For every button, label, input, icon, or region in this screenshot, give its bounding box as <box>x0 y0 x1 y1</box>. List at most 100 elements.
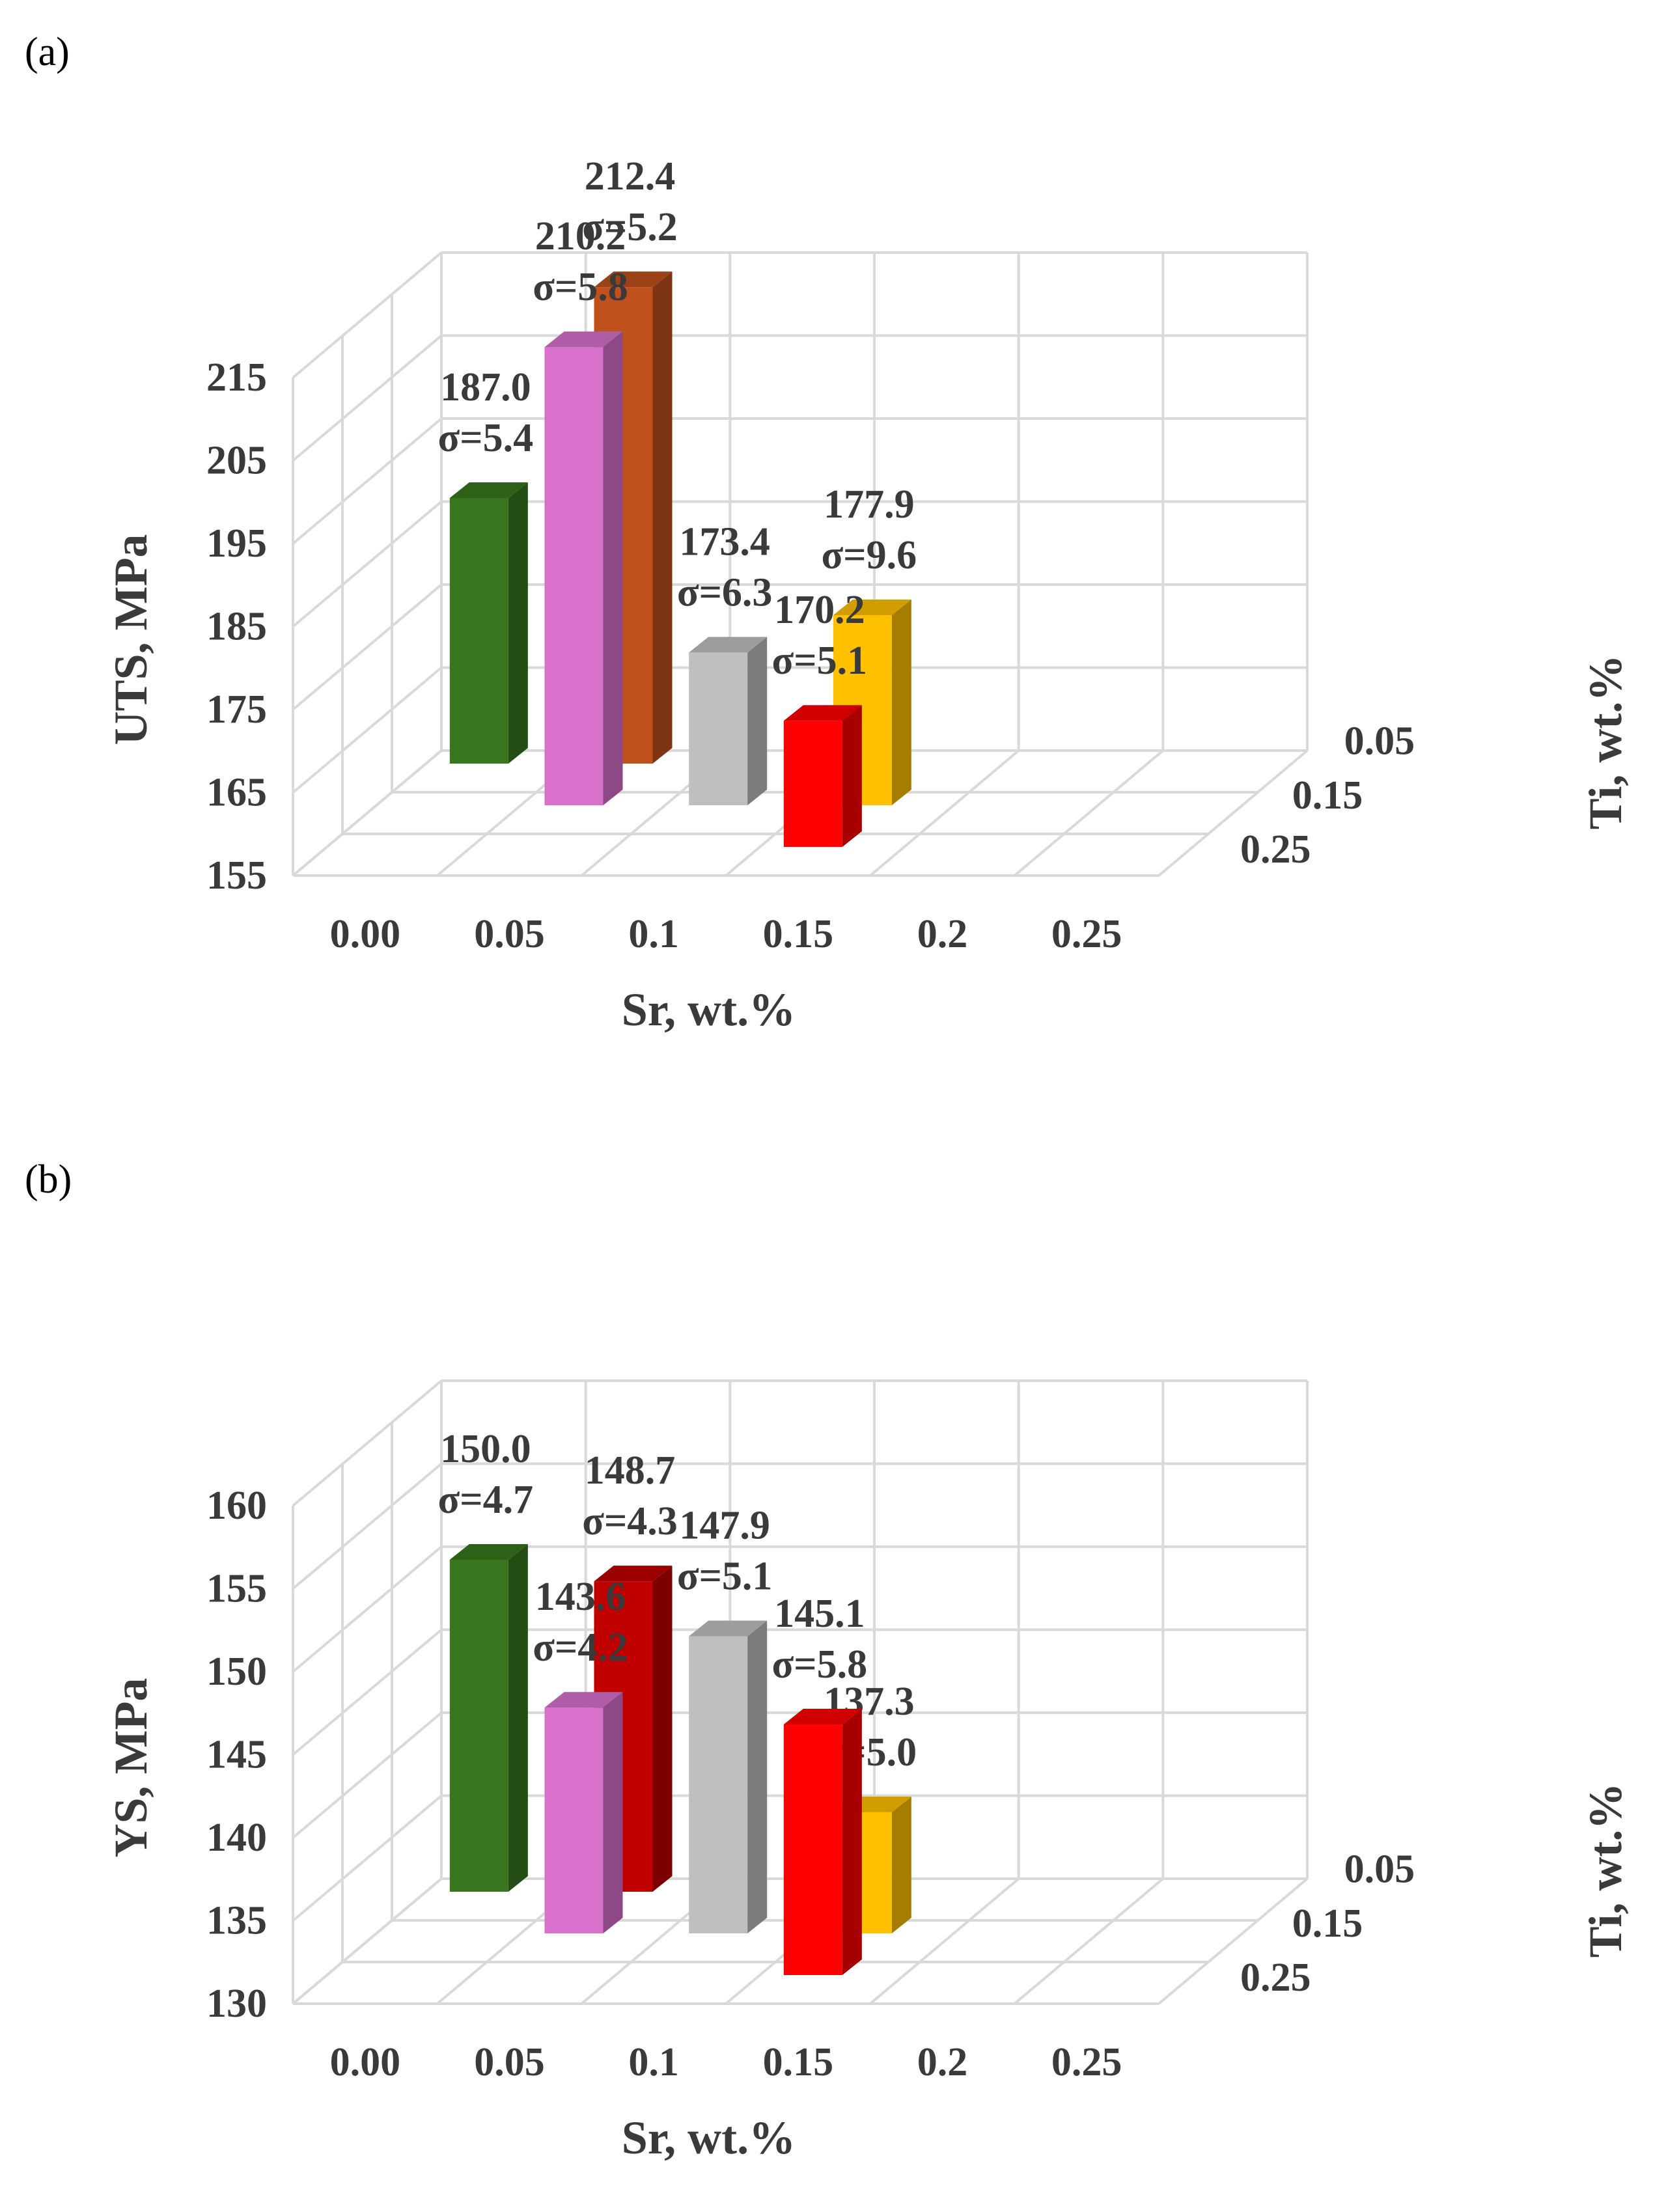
bar-sigma-label: σ=5.8 <box>772 1642 868 1687</box>
bar-front <box>689 1636 748 1933</box>
z-axis-title: Ti, wt.% <box>1579 655 1631 830</box>
y-tick-label: 175 <box>206 687 267 732</box>
bar-side <box>891 600 911 805</box>
x-tick-label: 0.2 <box>917 912 968 956</box>
gridline <box>292 1794 443 1922</box>
bar-top <box>544 331 623 348</box>
bar-side <box>747 1620 768 1933</box>
bar-side <box>508 1544 528 1892</box>
bar-front <box>689 652 748 805</box>
gridline <box>292 1711 443 1839</box>
bar-side <box>842 1708 862 1975</box>
bar-sigma-label: σ=9.6 <box>822 533 917 577</box>
bar-top <box>783 705 862 721</box>
panel-label: (a) <box>25 30 70 74</box>
bar-top <box>783 1708 862 1724</box>
bar <box>449 1544 528 1892</box>
x-tick-label: 0.05 <box>474 2040 545 2084</box>
gridline <box>869 1877 1020 2005</box>
gridline <box>292 1628 443 1756</box>
x-tick-label: 0.1 <box>628 912 679 956</box>
bar-sigma-label: σ=5.8 <box>533 265 628 309</box>
gridline <box>292 1379 443 1507</box>
x-tick-label: 0.00 <box>330 2040 401 2084</box>
bar-top <box>689 1620 768 1637</box>
bar-front <box>449 498 508 764</box>
z-tick-label: 0.05 <box>1344 1847 1415 1892</box>
bar-value-label: 147.9 <box>679 1504 770 1548</box>
bar-side <box>652 271 673 764</box>
bar-value-label: 150.0 <box>440 1427 531 1471</box>
bar-value-label: 148.7 <box>585 1448 676 1493</box>
bar-front <box>544 1707 604 1933</box>
y-tick-label: 155 <box>206 853 267 898</box>
y-axis-title: UTS, MPa <box>105 534 157 745</box>
y-tick-label: 140 <box>206 1816 267 1860</box>
bar-top <box>449 1544 528 1560</box>
bar-top <box>449 482 528 498</box>
gridline <box>292 666 443 794</box>
gridline <box>292 1877 443 2005</box>
z-axis-title: Ti, wt.% <box>1579 1783 1631 1958</box>
gridline <box>1014 749 1164 877</box>
z-tick-label: 0.25 <box>1240 1956 1311 2000</box>
z-tick-label: 0.25 <box>1240 827 1311 872</box>
bar-sigma-label: σ=4.3 <box>582 1499 678 1543</box>
y-tick-label: 195 <box>206 521 267 566</box>
bar <box>449 482 528 764</box>
bar-front <box>783 721 842 847</box>
y-tick-label: 150 <box>206 1650 267 1694</box>
y-tick-label: 205 <box>206 439 267 483</box>
bar-value-label: 170.2 <box>774 588 865 632</box>
gridline <box>292 749 443 877</box>
y-tick-label: 135 <box>206 1899 267 1943</box>
gridline <box>1014 1877 1164 2005</box>
panel-b: (b) 130 135 140 145 150 155 160 0.00 0.05 0.1 0.15… <box>25 1157 1631 2164</box>
x-tick-label: 0.05 <box>474 912 545 956</box>
bar-sigma-label: σ=4.7 <box>438 1478 534 1522</box>
bar-front <box>544 347 604 805</box>
y-tick-label: 215 <box>206 355 267 400</box>
bar-top <box>689 637 768 653</box>
bar <box>783 1708 862 1975</box>
bar-side <box>652 1566 673 1892</box>
bar-side <box>747 637 768 805</box>
bar-value-label: 210.2 <box>535 214 626 258</box>
bar-side <box>508 482 528 764</box>
bar-side <box>603 331 623 805</box>
y-tick-label: 165 <box>206 771 267 815</box>
y-tick-label: 155 <box>206 1567 267 1611</box>
z-tick-label: 0.15 <box>1292 773 1363 818</box>
y-tick-label: 185 <box>206 605 267 649</box>
z-tick-label: 0.05 <box>1344 719 1415 764</box>
x-tick-label: 0.00 <box>330 912 401 956</box>
bar-sigma-label: σ=5.4 <box>438 416 534 460</box>
bar <box>833 600 911 805</box>
y-axis-title: YS, MPa <box>105 1678 157 1858</box>
y-tick-label: 160 <box>206 1484 267 1528</box>
bar <box>783 705 862 847</box>
bar-side <box>603 1692 623 1933</box>
x-axis-title: Sr, wt.% <box>622 984 796 1036</box>
x-tick-label: 0.15 <box>763 912 834 956</box>
gridline <box>869 749 1020 877</box>
x-tick-label: 0.25 <box>1051 912 1122 956</box>
bar-sigma-label: σ=5.1 <box>772 639 868 683</box>
bar-sigma-label: σ=5.1 <box>677 1555 773 1599</box>
bar-value-label: 187.0 <box>440 365 531 409</box>
bar-value-label: 212.4 <box>585 154 676 199</box>
z-tick-label: 0.15 <box>1292 1901 1363 1946</box>
x-tick-label: 0.1 <box>628 2040 679 2084</box>
gridline <box>1158 1877 1309 2005</box>
bar-sigma-label: σ=5.2 <box>582 205 678 249</box>
gridline <box>292 251 443 379</box>
bar-front <box>783 1724 842 1975</box>
y-tick-label: 130 <box>206 1982 267 2026</box>
bar-sigma-label: σ=6.3 <box>677 570 773 615</box>
panel-label: (b) <box>25 1157 72 1202</box>
bar-top <box>833 600 911 616</box>
x-tick-label: 0.25 <box>1051 2040 1122 2084</box>
y-tick-label: 145 <box>206 1733 267 1777</box>
gridline <box>292 1462 443 1590</box>
